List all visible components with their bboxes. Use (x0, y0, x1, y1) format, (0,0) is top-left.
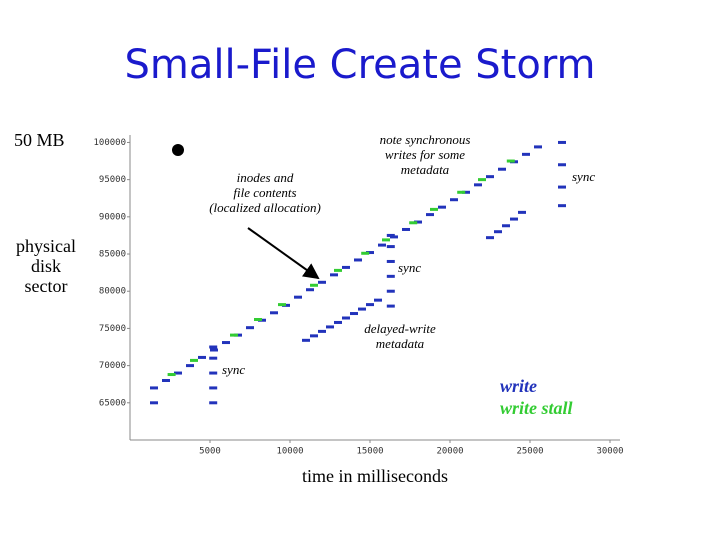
x-tick-label: 20000 (436, 447, 463, 457)
annotation: sync (222, 362, 246, 377)
x-tick-label: 15000 (356, 447, 383, 457)
y-tick-label: 75000 (99, 324, 126, 334)
legend-entry: write (500, 376, 538, 396)
y-tick-label: 90000 (99, 212, 126, 222)
annotation: delayed-write metadata (364, 321, 436, 351)
y-label: physical disk sector (16, 236, 76, 296)
legend-entry: write stall (500, 398, 573, 418)
y-tick-label: 70000 (99, 361, 126, 371)
bullet (172, 144, 184, 156)
y-tick-label: 85000 (99, 250, 126, 260)
x-tick-label: 5000 (199, 447, 221, 457)
annotation: 50 MB (14, 130, 65, 150)
x-label: time in milliseconds (302, 466, 448, 486)
annotation: sync (398, 260, 422, 275)
annotation: note synchronous writes for some metadat… (379, 132, 471, 177)
title: Small-File Create Storm (124, 42, 596, 88)
x-tick-label: 30000 (596, 447, 623, 457)
y-tick-label: 80000 (99, 287, 126, 297)
x-tick-label: 25000 (516, 447, 543, 457)
x-tick-label: 10000 (276, 447, 303, 457)
y-tick-label: 65000 (99, 398, 126, 408)
y-tick-label: 95000 (99, 175, 126, 185)
annotation: sync (572, 169, 596, 184)
annotation: inodes and file contents (localized allo… (209, 170, 321, 215)
arrow (247, 227, 320, 280)
y-tick-label: 100000 (93, 138, 126, 148)
